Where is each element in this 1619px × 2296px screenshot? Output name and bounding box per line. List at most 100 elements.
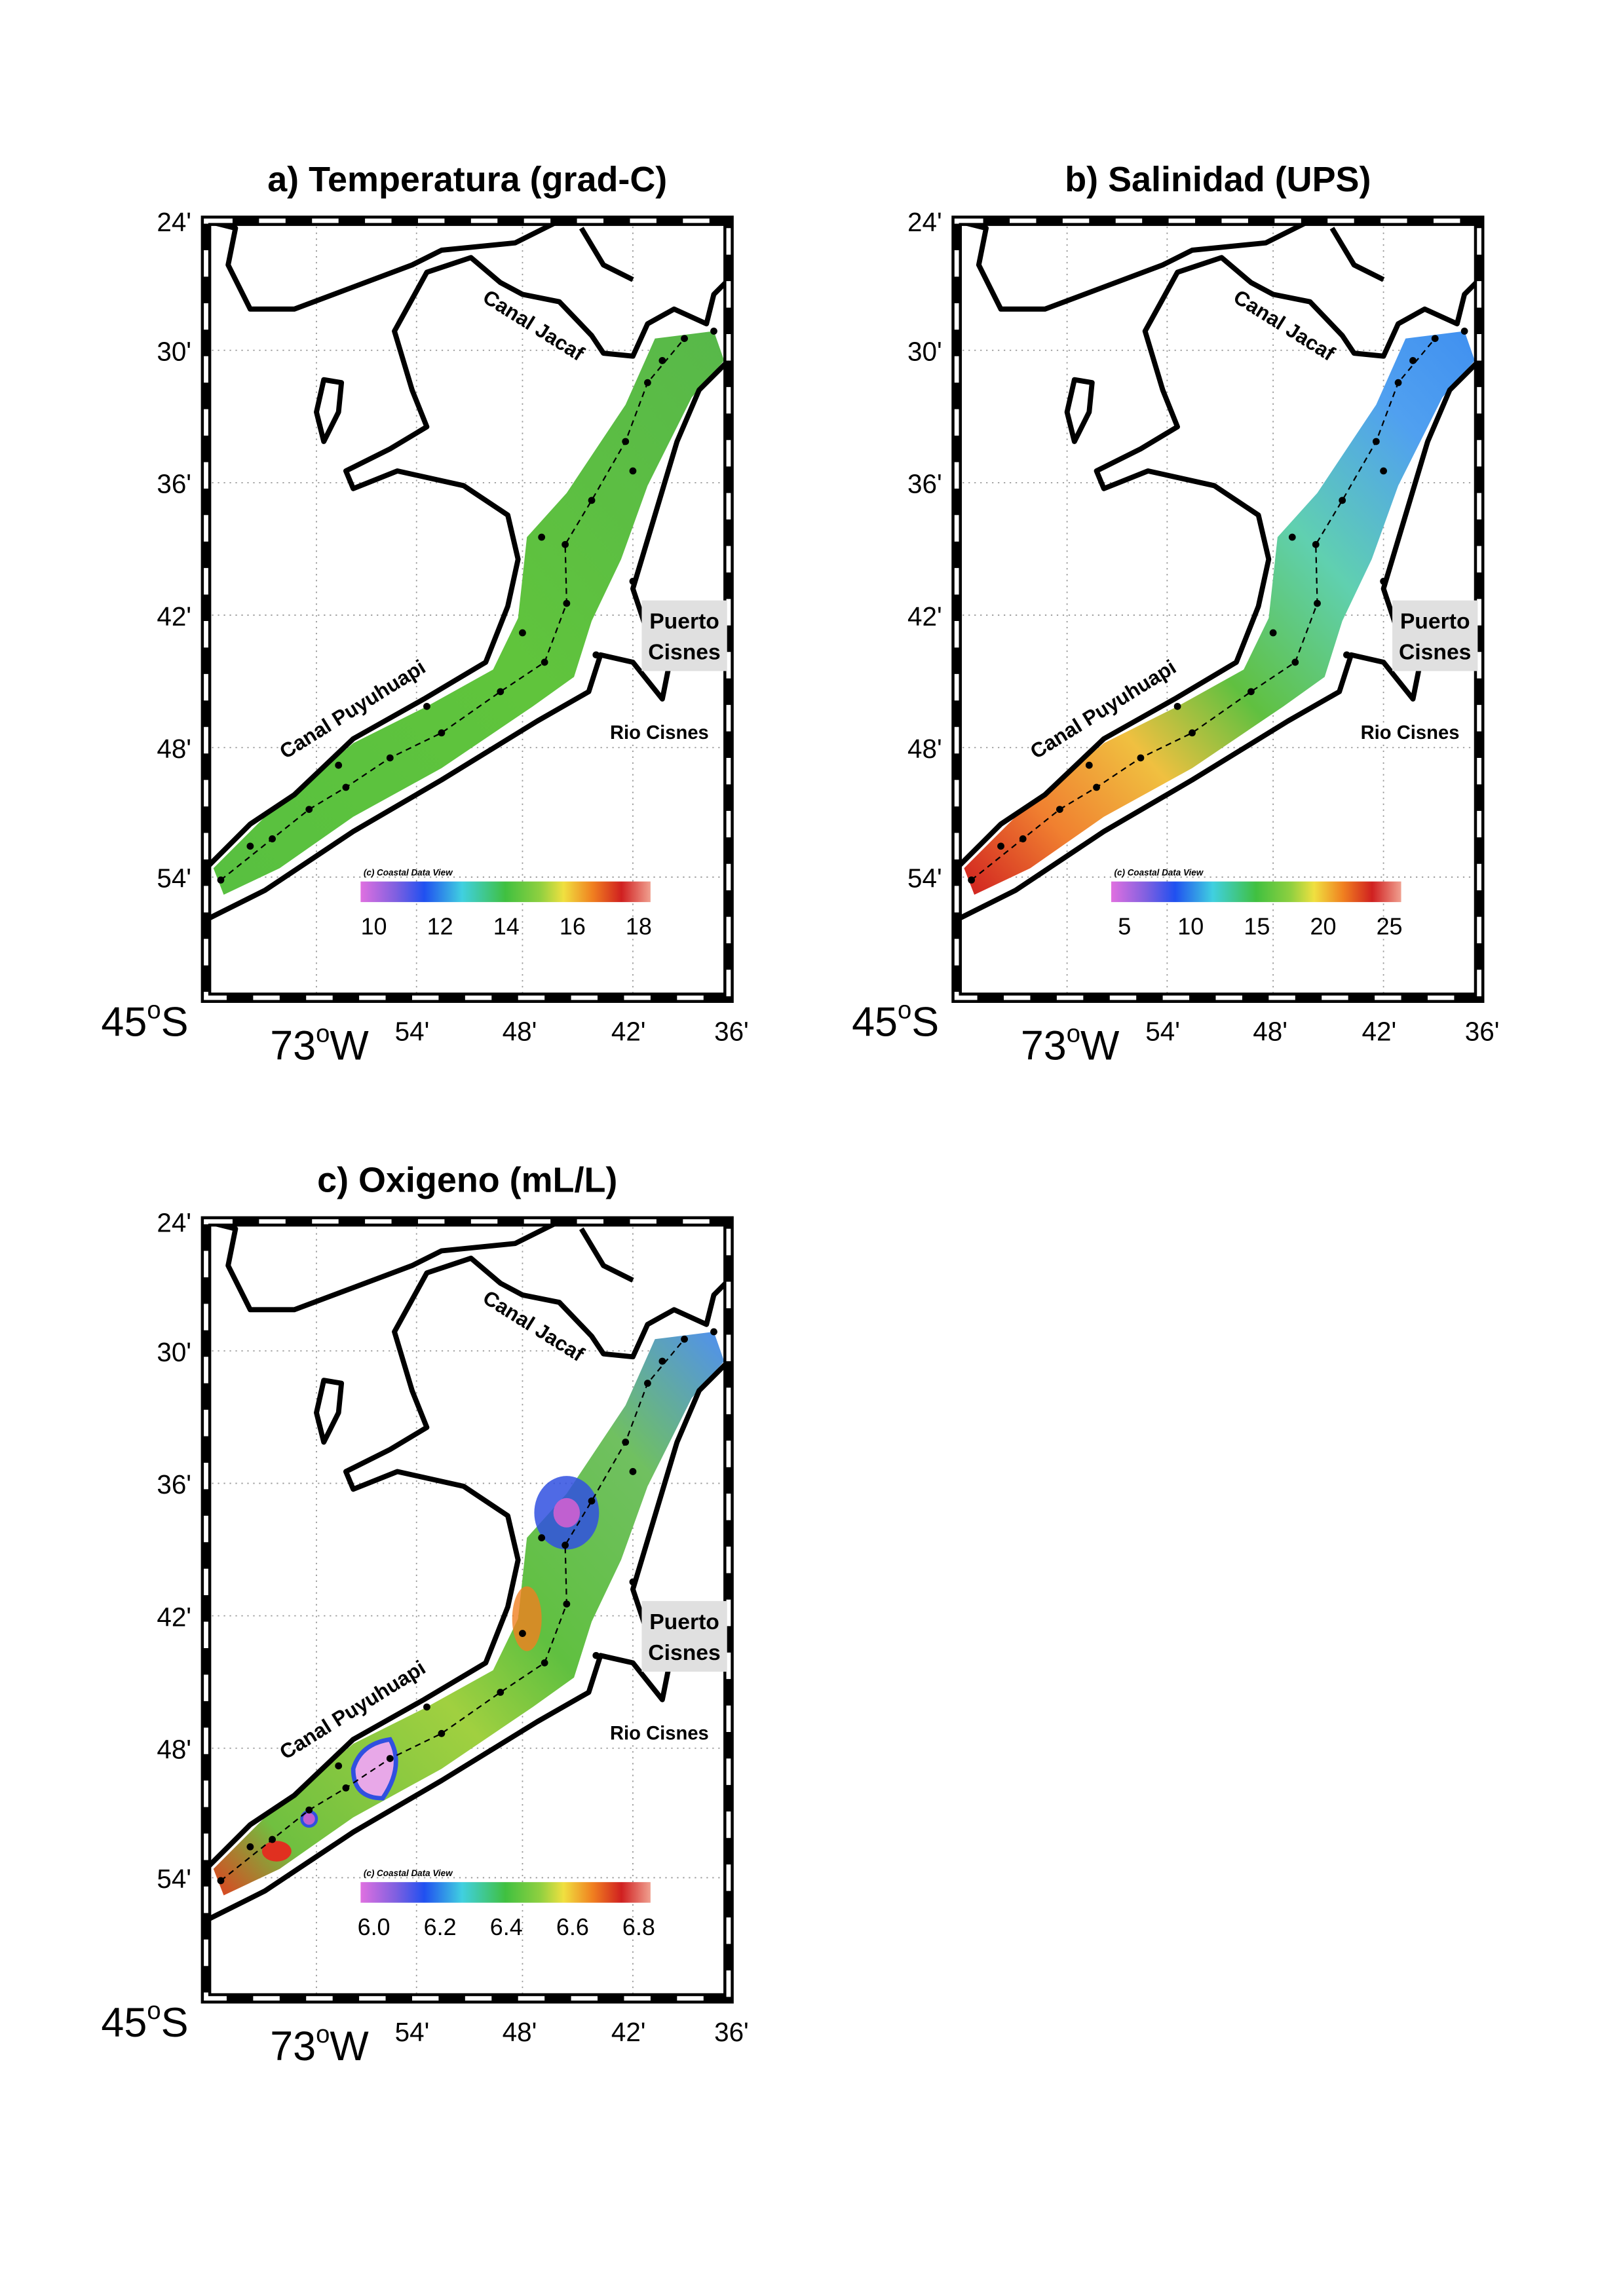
place-label: Puerto (1400, 609, 1470, 633)
station (622, 1439, 630, 1446)
corner-label-part: o (316, 2020, 330, 2048)
station (423, 702, 430, 710)
colorbar-label: 16 (560, 913, 586, 940)
panel-title: b) Salinidad (UPS) (1065, 160, 1371, 199)
place-label: Rio Cisnes (1361, 723, 1460, 743)
station (269, 1835, 276, 1843)
station (1380, 578, 1387, 585)
station (563, 1600, 571, 1608)
lat-label: 42' (907, 601, 942, 631)
station (1460, 328, 1468, 335)
coastline (205, 218, 561, 312)
lat-label: 42' (157, 601, 191, 631)
station (562, 1541, 569, 1549)
coastline (955, 358, 1481, 922)
lat-label: 48' (157, 734, 191, 764)
station (1288, 533, 1296, 541)
colorbar-label: 25 (1377, 913, 1403, 940)
lat-label: 36' (157, 1469, 191, 1499)
place-label: Rio Cisnes (610, 1723, 709, 1744)
lon-label: 54' (1145, 1016, 1180, 1046)
coastline (955, 255, 1481, 871)
corner-label-part: W (1080, 1023, 1120, 1068)
station (629, 1578, 637, 1586)
colorbar (360, 1882, 651, 1903)
map-frame-ticks (204, 1219, 731, 2001)
station (644, 379, 651, 386)
station (538, 1534, 546, 1541)
station (1056, 806, 1063, 813)
ship-track (220, 338, 685, 881)
station (658, 357, 666, 364)
corner-label-part: 73 (1021, 1023, 1067, 1068)
coastline (204, 1255, 731, 1871)
station (1269, 629, 1277, 637)
oxygen-low (553, 1497, 581, 1528)
station (681, 1335, 688, 1343)
coastline (204, 255, 731, 871)
station (629, 1468, 637, 1475)
map-panel: a) Temperatura (grad-C)Canal JacafCanal … (101, 160, 748, 1068)
lat-label: 30' (157, 336, 191, 366)
colorbar-label: 10 (1177, 913, 1204, 940)
coastline (1329, 227, 1385, 282)
colorbar-label: 6.8 (622, 1913, 655, 1940)
credit: (c) Coastal Data View (364, 868, 453, 878)
station (497, 688, 505, 696)
panel-title: a) Temperatura (grad-C) (267, 160, 667, 199)
coastline (314, 377, 345, 444)
coastline (1064, 377, 1095, 444)
lon-label: 42' (611, 2017, 646, 2047)
station (592, 651, 600, 659)
place-label: Cisnes (1399, 640, 1471, 664)
corner-label-part: 45 (852, 1000, 898, 1045)
station (1380, 467, 1387, 475)
lat-label: 48' (907, 734, 942, 764)
lat-label: 42' (157, 1602, 191, 1632)
station (538, 533, 546, 541)
oxygen-high (261, 1841, 292, 1862)
lon-label: 42' (611, 1016, 646, 1046)
station (386, 1755, 394, 1762)
corner-label-part: S (161, 2000, 189, 2046)
colorbar-label: 6.4 (490, 1913, 523, 1940)
station (1173, 702, 1181, 710)
station (588, 497, 596, 504)
credit: (c) Coastal Data View (1114, 868, 1204, 878)
station (217, 876, 225, 884)
station (335, 761, 343, 769)
place-box (1392, 600, 1478, 671)
corner-label: 45oS (852, 996, 939, 1045)
station (1431, 335, 1439, 343)
station (342, 783, 350, 791)
colorbar-label: 12 (427, 913, 453, 940)
lon-label: 48' (503, 2017, 537, 2047)
lat-label: 24' (157, 1207, 191, 1237)
station (1019, 835, 1027, 842)
corner-label-part: W (330, 2023, 369, 2069)
lon-label: 48' (1253, 1016, 1287, 1046)
lon-label: 36' (714, 1016, 749, 1046)
station (519, 629, 526, 637)
station (1343, 651, 1350, 659)
corner-label-part: o (898, 996, 911, 1025)
lon-label: 36' (1465, 1016, 1500, 1046)
coastline (205, 1218, 561, 1313)
lon-label: 54' (395, 2017, 430, 2047)
station (1248, 688, 1255, 696)
corner-label: 73oW (270, 2020, 369, 2069)
coastline (579, 227, 634, 282)
station (644, 1380, 651, 1387)
station (710, 1328, 717, 1336)
lat-label: 24' (157, 207, 191, 237)
colorbar-label: 14 (493, 913, 520, 940)
corner-label-part: o (147, 996, 161, 1025)
place-label: Rio Cisnes (610, 723, 709, 743)
corner-label: 73oW (1021, 1020, 1120, 1069)
station (246, 1843, 254, 1851)
station (1312, 540, 1320, 548)
colorbar-label: 15 (1244, 913, 1270, 940)
lat-label: 36' (907, 469, 942, 499)
place-label: Cisnes (648, 1641, 720, 1665)
